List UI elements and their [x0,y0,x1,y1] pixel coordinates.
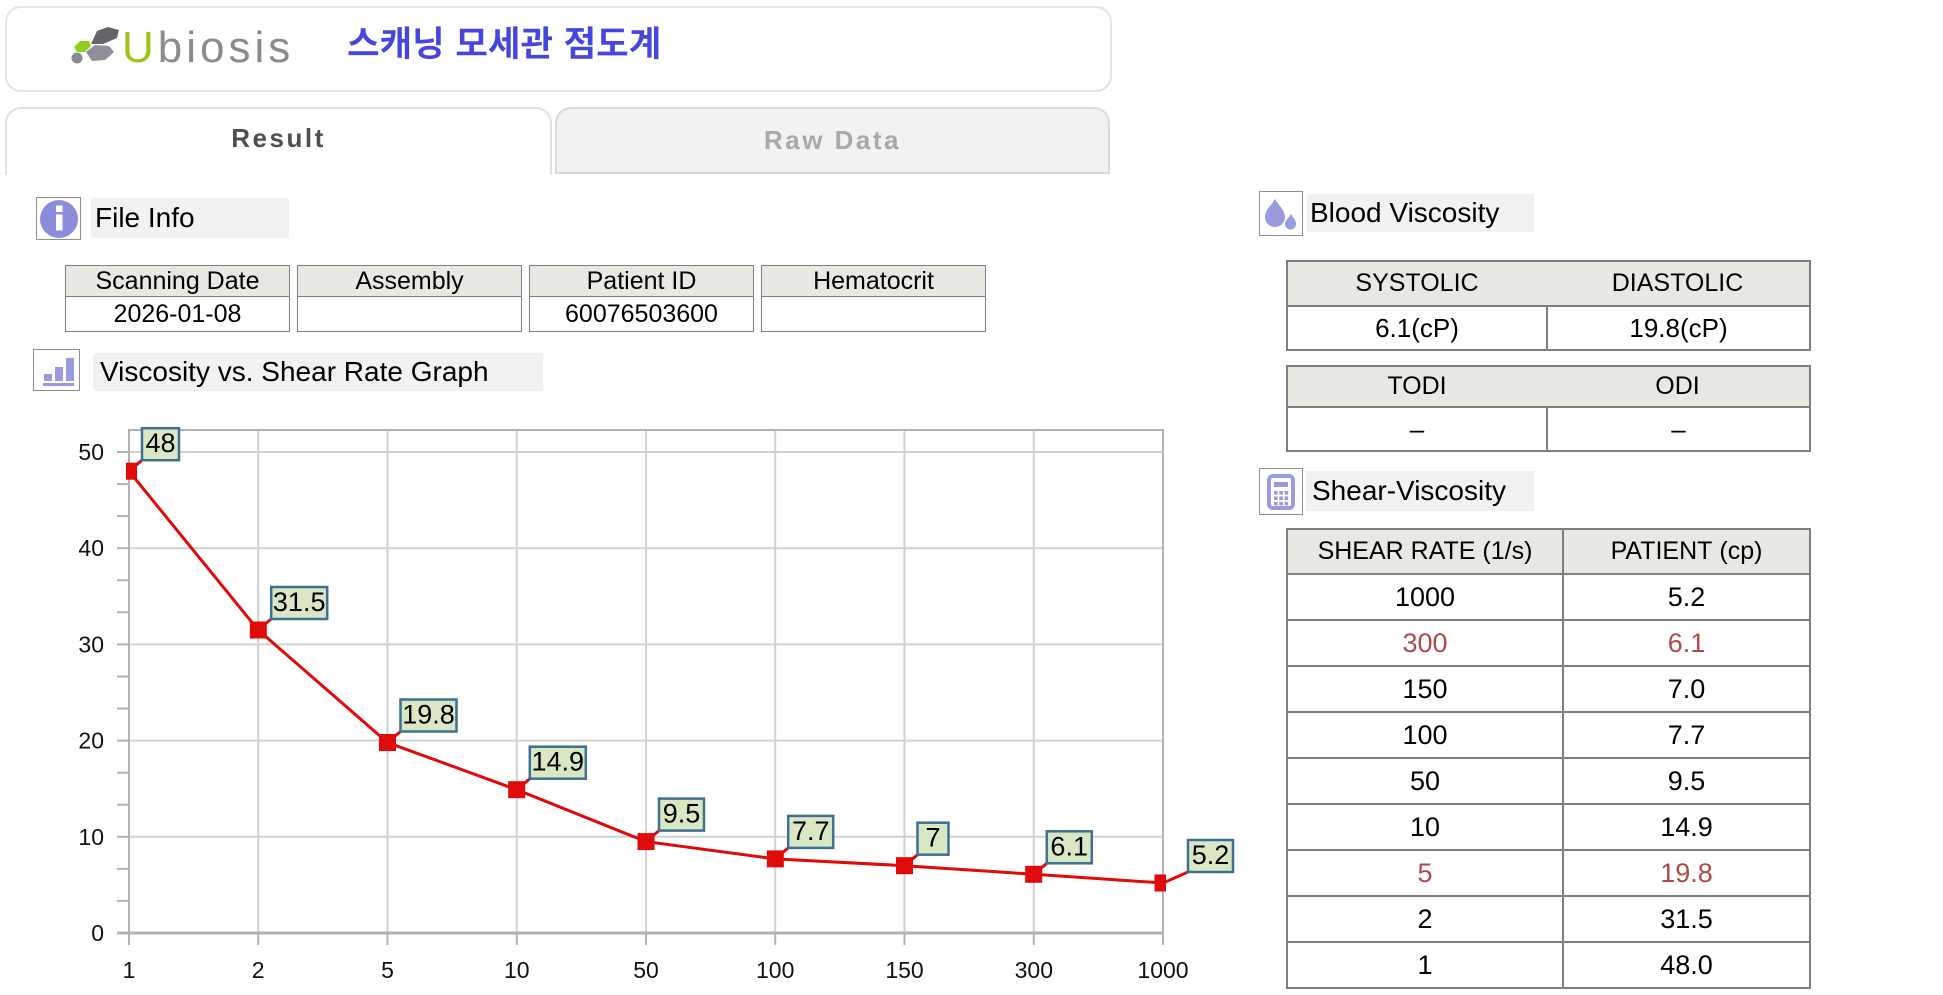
svg-text:48: 48 [145,428,175,458]
svg-text:10: 10 [504,957,530,983]
svg-text:1000: 1000 [1137,957,1188,983]
svg-text:150: 150 [885,957,923,983]
svg-text:31.5: 31.5 [273,587,326,617]
svg-text:300: 300 [1015,957,1053,983]
svg-text:40: 40 [78,535,104,561]
svg-text:1: 1 [123,957,136,983]
svg-text:2: 2 [252,957,265,983]
svg-text:7: 7 [925,823,940,853]
svg-text:9.5: 9.5 [663,799,701,829]
svg-text:5.2: 5.2 [1192,840,1230,870]
svg-text:10: 10 [78,824,104,850]
svg-text:6.1: 6.1 [1050,831,1088,861]
svg-text:19.8: 19.8 [402,700,455,730]
svg-text:50: 50 [633,957,659,983]
svg-text:5: 5 [381,957,394,983]
svg-text:20: 20 [78,728,104,754]
svg-text:0: 0 [91,920,104,946]
svg-text:100: 100 [756,957,794,983]
svg-text:14.9: 14.9 [532,747,585,777]
svg-text:7.7: 7.7 [792,816,830,846]
svg-text:50: 50 [78,439,104,465]
svg-text:30: 30 [78,631,104,657]
